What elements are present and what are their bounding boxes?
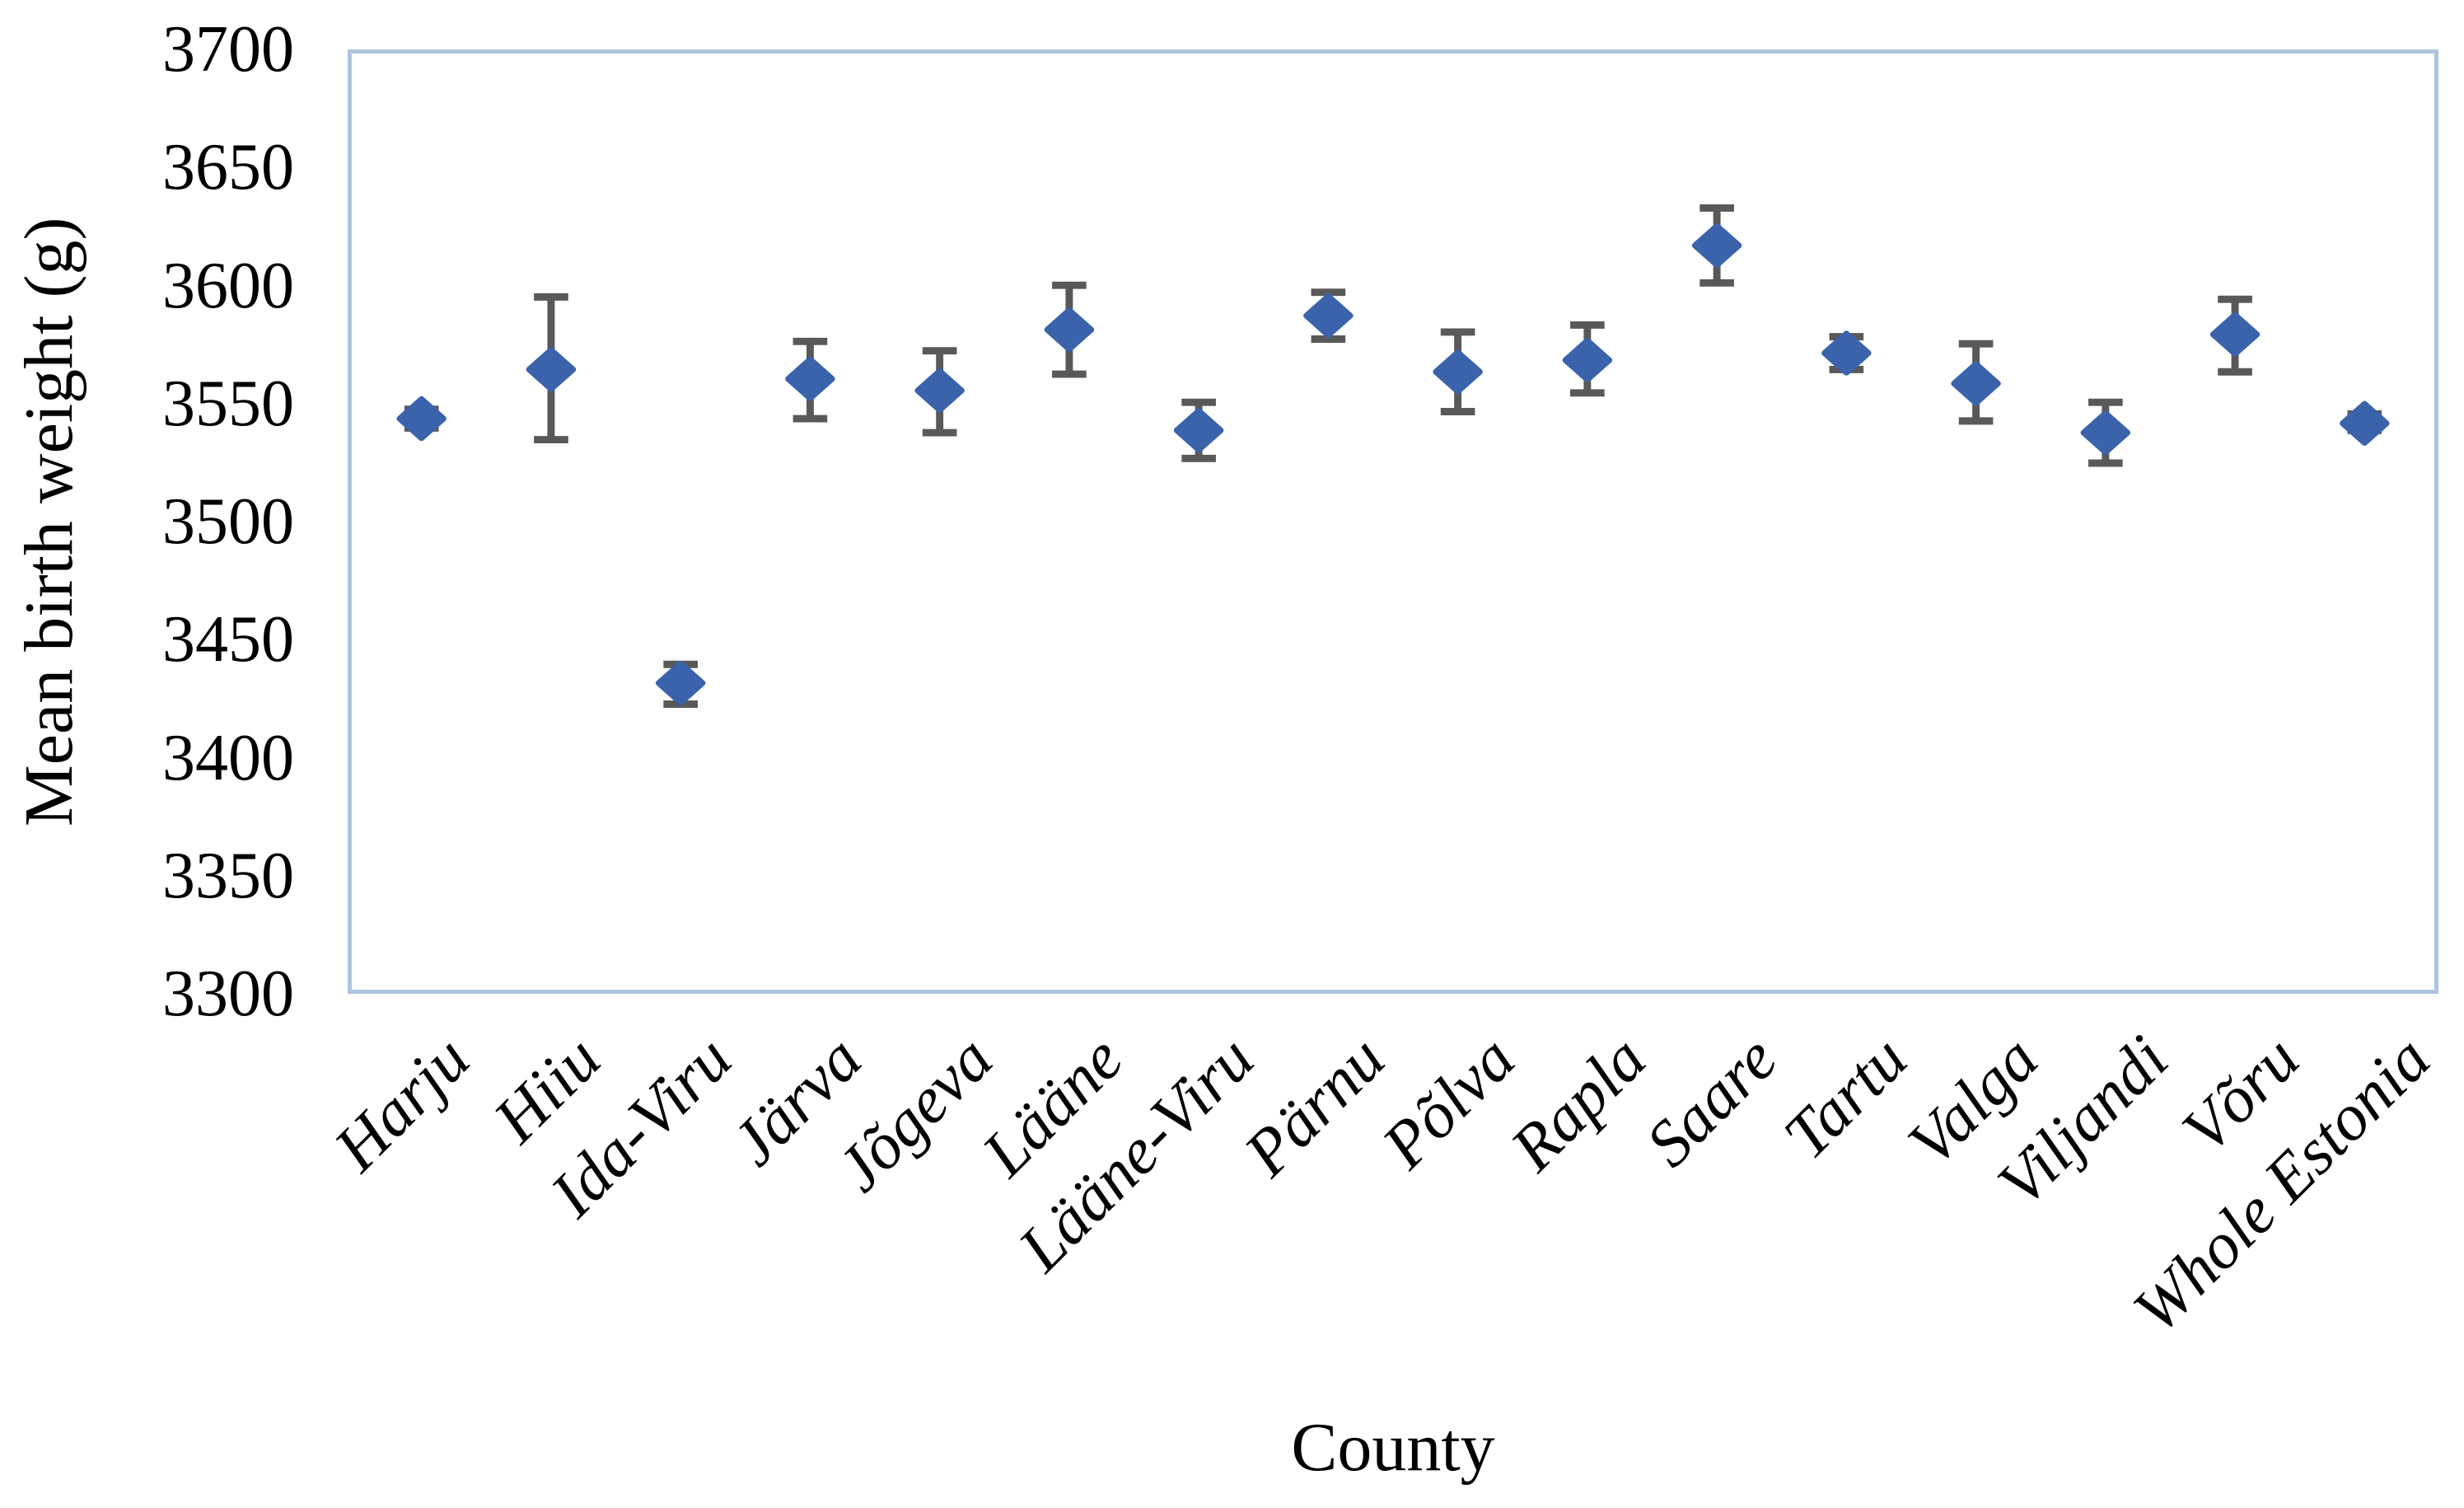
diamond-marker [2209, 311, 2261, 358]
data-point [1303, 288, 1354, 343]
scatter-plot-canvas [396, 204, 2390, 708]
diamond-marker [2340, 400, 2390, 446]
diamond-marker [785, 356, 835, 402]
data-point [2080, 398, 2131, 467]
plot-area [348, 49, 2438, 994]
y-tick-label: 3550 [162, 367, 294, 440]
data-point [1562, 321, 1613, 397]
y-tick-label: 3700 [162, 13, 294, 86]
diamond-marker [1951, 361, 2001, 406]
y-tick-label: 3350 [162, 839, 294, 912]
data-point [914, 347, 965, 437]
data-point [1691, 204, 1742, 287]
data-point [2209, 295, 2261, 376]
data-point [1433, 328, 1483, 415]
diamond-marker [655, 660, 706, 706]
y-tick-label: 3500 [162, 485, 294, 558]
diamond-marker [1691, 222, 1742, 269]
data-point [655, 660, 706, 708]
diamond-marker [914, 368, 965, 414]
y-tick-label: 3450 [162, 603, 294, 677]
diamond-marker [396, 396, 447, 442]
data-point [785, 337, 835, 423]
diamond-marker [1173, 407, 1224, 453]
diamond-marker [526, 347, 577, 392]
data-point [396, 396, 447, 442]
data-point [1044, 281, 1095, 378]
data-point [1821, 330, 1872, 376]
y-tick-label: 3650 [162, 131, 294, 204]
y-tick-label: 3400 [162, 721, 294, 794]
data-point [1173, 398, 1224, 462]
diamond-marker [1433, 349, 1483, 395]
y-tick-label: 3600 [162, 249, 294, 322]
x-axis-title: County [1291, 1409, 1495, 1486]
diamond-marker [1044, 307, 1095, 353]
data-point [1951, 340, 2001, 425]
data-point [526, 293, 577, 444]
diamond-marker [1821, 330, 1872, 376]
diamond-marker [1562, 337, 1613, 383]
diamond-marker [2080, 410, 2131, 456]
diamond-marker [1303, 293, 1354, 339]
data-point [2340, 400, 2390, 446]
y-tick-label: 3300 [162, 958, 294, 1030]
